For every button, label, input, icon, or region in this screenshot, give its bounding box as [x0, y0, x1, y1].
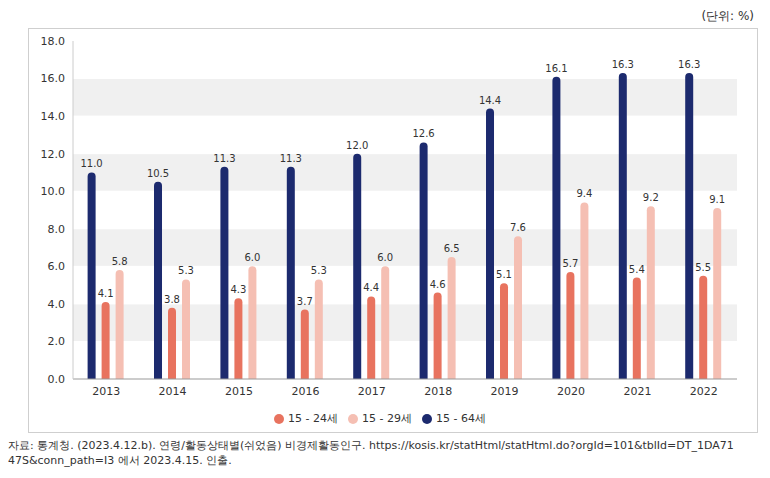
- svg-text:2014: 2014: [159, 385, 187, 398]
- svg-text:12.0: 12.0: [41, 148, 66, 161]
- svg-text:14.0: 14.0: [41, 110, 66, 123]
- svg-text:2021: 2021: [623, 385, 651, 398]
- svg-text:3.8: 3.8: [164, 294, 180, 305]
- svg-text:4.6: 4.6: [430, 279, 446, 290]
- html-text:15 - 24세: 15 - 24세: [288, 412, 338, 425]
- svg-text:5.5: 5.5: [695, 262, 711, 273]
- svg-text:4.4: 4.4: [363, 282, 379, 293]
- svg-text:2015: 2015: [225, 385, 253, 398]
- svg-text:8.0: 8.0: [48, 223, 66, 236]
- html-text:15 - 29세: 15 - 29세: [362, 412, 412, 425]
- html-text:15 - 64세: 15 - 64세: [436, 412, 486, 425]
- svg-text:10.0: 10.0: [41, 185, 66, 198]
- svg-text:16.0: 16.0: [41, 72, 66, 85]
- svg-text:2013: 2013: [92, 385, 120, 398]
- svg-text:2.0: 2.0: [48, 335, 66, 348]
- svg-text:4.1: 4.1: [98, 288, 114, 299]
- svg-text:4.3: 4.3: [230, 284, 246, 295]
- svg-text:2018: 2018: [424, 385, 452, 398]
- svg-text:18.0: 18.0: [41, 35, 66, 48]
- svg-text:11.0: 11.0: [80, 158, 102, 169]
- svg-text:10.5: 10.5: [147, 168, 169, 179]
- svg-text:5.4: 5.4: [629, 264, 645, 275]
- svg-text:0.0: 0.0: [48, 373, 66, 386]
- svg-text:2022: 2022: [690, 385, 718, 398]
- html-text:(단위: %): (단위: %): [701, 9, 754, 23]
- svg-text:11.3: 11.3: [213, 153, 235, 164]
- svg-text:9.1: 9.1: [709, 194, 725, 205]
- svg-text:6.0: 6.0: [244, 252, 260, 263]
- svg-text:16.1: 16.1: [545, 63, 567, 74]
- svg-text:5.1: 5.1: [496, 269, 512, 280]
- svg-text:9.4: 9.4: [576, 188, 592, 199]
- svg-text:4.0: 4.0: [48, 298, 66, 311]
- svg-text:6.0: 6.0: [377, 252, 393, 263]
- svg-text:5.8: 5.8: [112, 256, 128, 267]
- svg-text:5.7: 5.7: [562, 258, 578, 269]
- svg-text:6.0: 6.0: [48, 260, 66, 273]
- html-text:자료: 통계청. (2023.4.12.b). 연령/활동상: 자료: 통계청. (2023.4.12.b). 연령/활동상태별(쉬었음) 비경…: [8, 439, 734, 467]
- svg-text:2020: 2020: [557, 385, 585, 398]
- svg-text:7.6: 7.6: [510, 222, 526, 233]
- svg-text:5.3: 5.3: [311, 265, 327, 276]
- svg-text:16.3: 16.3: [612, 59, 634, 70]
- svg-text:12.6: 12.6: [412, 128, 434, 139]
- svg-text:6.5: 6.5: [444, 243, 460, 254]
- svg-text:2019: 2019: [491, 385, 519, 398]
- svg-text:11.3: 11.3: [280, 153, 302, 164]
- svg-text:2016: 2016: [291, 385, 319, 398]
- svg-text:12.0: 12.0: [346, 140, 368, 151]
- svg-text:9.2: 9.2: [643, 192, 659, 203]
- svg-text:3.7: 3.7: [297, 296, 313, 307]
- svg-text:2017: 2017: [358, 385, 386, 398]
- svg-text:5.3: 5.3: [178, 265, 194, 276]
- svg-text:14.4: 14.4: [479, 95, 501, 106]
- svg-text:16.3: 16.3: [678, 59, 700, 70]
